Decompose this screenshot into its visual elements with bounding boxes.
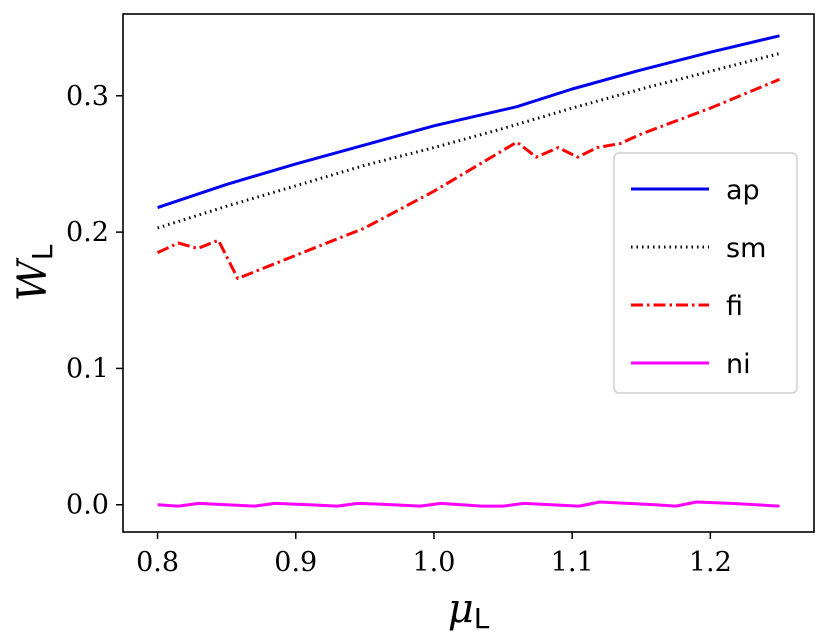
legend-label-ni: ni [726,349,751,380]
y-tick-label: 0.0 [66,490,109,521]
legend-box [613,152,798,394]
x-tick-label: 0.9 [274,547,317,578]
legend: ap sm fi ni [613,152,798,394]
x-tick-label: 1.1 [551,547,594,578]
legend-label-ap: ap [726,175,760,206]
series-line-ap [157,34,780,210]
y-axis-label: WL [10,244,59,301]
y-tick-label: 0.2 [66,217,109,248]
series-line-fi [156,78,781,280]
x-tick-label: 1.0 [412,547,455,578]
legend-label-fi: fi [726,291,743,322]
axis-ticks: 0.8 0.9 1.0 1.1 1.2 0.0 0.1 0.2 0.3 [66,81,732,578]
y-tick-label: 0.3 [66,81,109,112]
y-tick-label: 0.1 [66,353,109,384]
x-axis-label: μL [448,586,490,635]
legend-label-sm: sm [726,233,766,264]
x-tick-label: 1.2 [689,547,732,578]
axes-frame [122,13,815,533]
series-line-ni [157,500,780,508]
plot-area [156,34,781,508]
x-tick-label: 0.8 [136,547,179,578]
